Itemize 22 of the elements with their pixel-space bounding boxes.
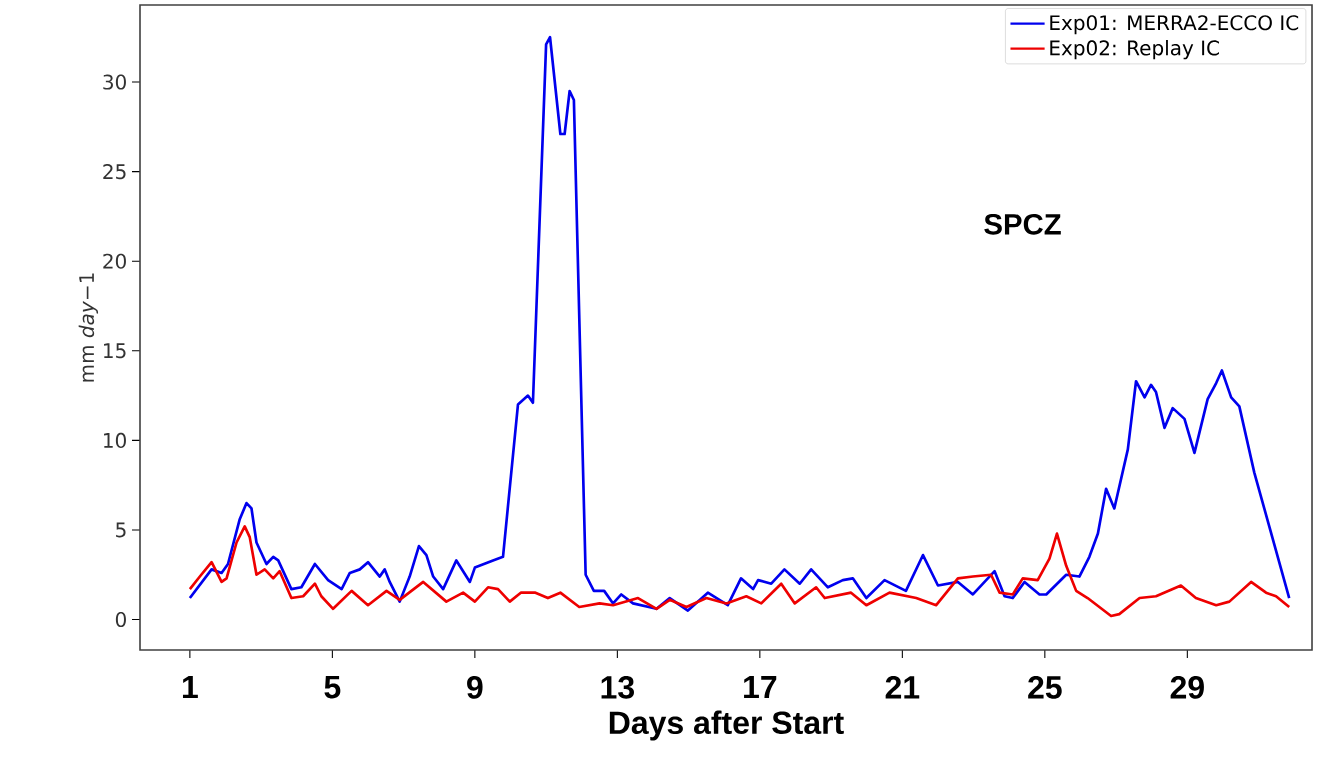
y-axis-title: mm day−1 bbox=[78, 273, 99, 382]
x-tick-label: 5 bbox=[324, 676, 341, 699]
x-tick-label: 9 bbox=[467, 676, 483, 699]
line-series bbox=[188, 35, 1291, 612]
y-tick-label: 5 bbox=[116, 522, 126, 538]
x-tick-label: 21 bbox=[885, 676, 920, 699]
y-tick-label: 30 bbox=[103, 74, 126, 90]
x-tick-label: 1 bbox=[182, 676, 198, 699]
x-tick-label: 17 bbox=[744, 676, 777, 699]
x-tick-label: 29 bbox=[1170, 676, 1204, 699]
line-series bbox=[188, 525, 1291, 618]
y-tick-label: 25 bbox=[103, 164, 126, 180]
x-tick-label: 25 bbox=[1028, 676, 1062, 699]
y-tick-label: 0 bbox=[115, 611, 126, 628]
legend-label: Exp02: Replay IC bbox=[1050, 40, 1219, 60]
y-tick-label: 10 bbox=[104, 432, 126, 448]
y-tick-label: 15 bbox=[104, 343, 126, 359]
x-tick-label: 13 bbox=[601, 676, 634, 699]
y-tick-label: 20 bbox=[103, 253, 126, 269]
x-axis-title: Days after Start bbox=[609, 710, 844, 741]
annotation: SPCZ bbox=[984, 213, 1061, 235]
legend-label: Exp01: MERRA2-ECCO IC bbox=[1050, 15, 1299, 35]
